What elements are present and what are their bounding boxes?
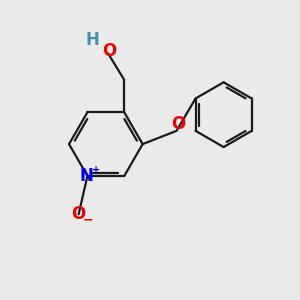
Text: N: N <box>79 167 93 185</box>
Text: O: O <box>71 205 86 223</box>
Text: O: O <box>102 42 117 60</box>
Text: +: + <box>92 164 100 175</box>
Text: H: H <box>86 31 100 49</box>
Text: −: − <box>83 213 93 226</box>
Text: O: O <box>171 116 185 134</box>
